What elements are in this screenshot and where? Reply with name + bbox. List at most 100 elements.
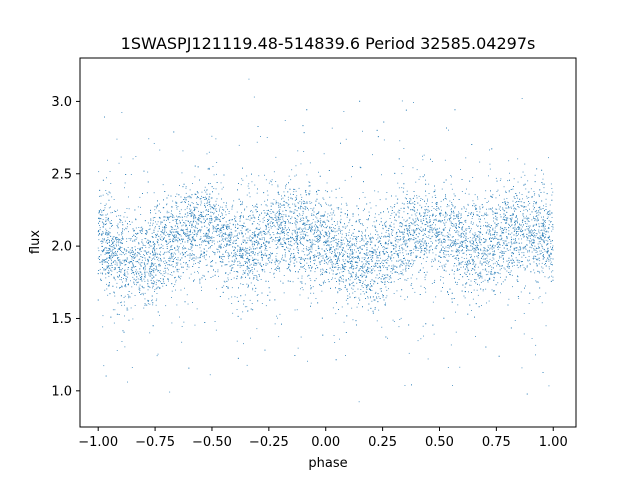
data-point xyxy=(310,288,312,290)
data-point xyxy=(467,245,469,247)
data-point xyxy=(108,231,110,233)
data-point xyxy=(201,195,202,197)
data-point xyxy=(476,247,477,249)
data-point xyxy=(289,261,291,263)
data-point xyxy=(497,248,499,250)
data-point xyxy=(545,203,547,205)
data-point xyxy=(489,237,491,239)
data-point xyxy=(311,239,313,241)
data-point xyxy=(317,189,319,191)
data-point xyxy=(304,222,306,224)
data-point xyxy=(388,235,390,237)
data-point xyxy=(361,273,363,275)
data-point xyxy=(464,240,465,242)
data-point xyxy=(197,204,199,206)
data-point xyxy=(321,273,323,275)
data-point xyxy=(228,213,230,214)
data-point xyxy=(458,279,460,280)
data-point xyxy=(545,239,547,241)
data-point xyxy=(150,273,152,275)
data-point xyxy=(234,246,236,248)
data-point xyxy=(244,226,246,228)
data-point xyxy=(369,251,371,253)
data-point xyxy=(207,200,208,202)
data-point xyxy=(107,159,108,161)
data-point xyxy=(492,194,494,196)
data-point xyxy=(252,257,254,259)
data-point xyxy=(138,281,139,283)
data-point xyxy=(162,283,164,284)
data-point xyxy=(221,243,222,245)
data-point xyxy=(287,247,289,249)
data-point xyxy=(327,225,328,227)
data-point xyxy=(183,262,185,263)
data-point xyxy=(435,218,437,220)
data-point xyxy=(165,262,167,264)
data-point xyxy=(247,286,249,288)
data-point xyxy=(109,227,111,229)
data-point xyxy=(364,279,366,281)
data-point xyxy=(280,238,281,240)
data-point xyxy=(482,215,484,217)
data-point xyxy=(425,217,427,219)
data-point xyxy=(156,223,158,225)
data-point xyxy=(455,244,457,245)
data-point xyxy=(449,230,451,232)
data-point xyxy=(263,216,265,218)
data-point xyxy=(372,252,373,254)
data-point xyxy=(521,98,523,99)
data-point xyxy=(125,227,127,229)
data-point xyxy=(538,241,540,243)
data-point xyxy=(301,277,303,279)
data-point xyxy=(550,261,552,263)
data-point xyxy=(495,208,497,210)
data-point xyxy=(294,205,296,207)
data-point xyxy=(197,227,198,229)
data-point xyxy=(500,292,501,294)
data-point xyxy=(137,261,138,262)
data-point xyxy=(500,178,502,180)
data-point xyxy=(184,232,186,234)
data-point xyxy=(471,218,473,219)
data-point xyxy=(128,196,129,198)
data-point xyxy=(156,256,158,258)
data-point xyxy=(233,277,235,279)
data-point xyxy=(172,214,173,216)
data-point xyxy=(335,313,337,315)
data-point xyxy=(550,253,552,255)
data-point xyxy=(304,208,306,210)
data-point xyxy=(319,204,321,206)
data-point xyxy=(480,244,482,246)
data-point xyxy=(333,230,335,232)
data-point xyxy=(519,192,520,194)
data-point xyxy=(188,236,190,238)
data-point xyxy=(229,235,231,237)
data-point xyxy=(123,252,124,254)
data-point xyxy=(283,232,284,233)
data-point xyxy=(324,241,326,243)
data-point xyxy=(394,272,396,273)
data-point xyxy=(307,297,309,299)
data-point xyxy=(493,253,495,255)
data-point xyxy=(352,215,354,217)
data-point xyxy=(184,287,185,289)
data-point xyxy=(511,207,512,209)
data-point xyxy=(108,207,110,209)
data-point xyxy=(479,275,481,277)
data-point xyxy=(329,232,330,234)
data-point xyxy=(480,232,481,233)
data-point xyxy=(338,288,340,290)
data-point xyxy=(179,239,181,241)
data-point xyxy=(428,231,430,233)
data-point xyxy=(160,251,161,253)
data-point xyxy=(276,239,278,241)
data-point xyxy=(326,182,328,184)
data-point xyxy=(378,309,380,311)
data-point xyxy=(111,196,113,198)
data-point xyxy=(176,304,178,306)
data-point xyxy=(162,248,164,249)
data-point xyxy=(185,263,187,265)
data-point xyxy=(98,239,100,241)
data-point xyxy=(265,255,267,257)
data-point xyxy=(502,227,504,229)
